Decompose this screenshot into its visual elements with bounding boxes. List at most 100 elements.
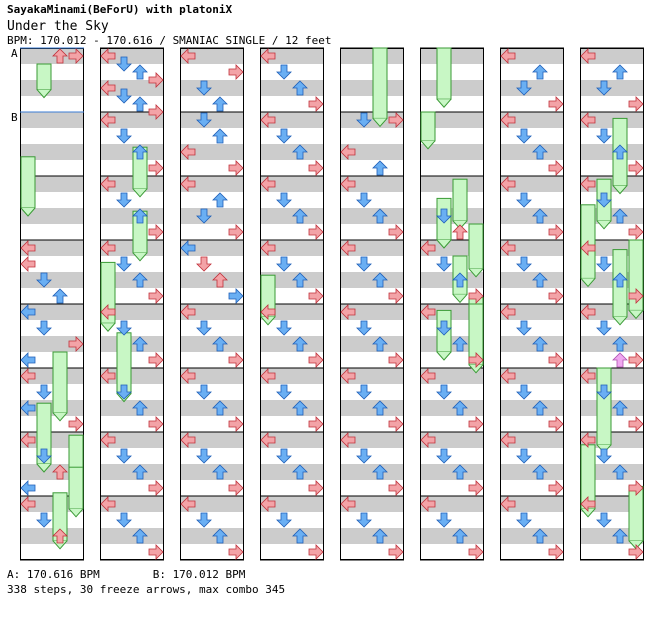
right-arrow-note — [468, 480, 484, 496]
up-arrow-note — [292, 400, 308, 416]
special-arrow-note — [612, 352, 628, 368]
lane-stripe — [340, 272, 404, 288]
right-arrow-note — [228, 416, 244, 432]
lane-stripe — [260, 144, 324, 160]
right-arrow-note — [68, 416, 84, 432]
up-arrow-note — [372, 272, 388, 288]
up-arrow-note — [532, 144, 548, 160]
up-arrow-note — [612, 208, 628, 224]
lane-stripe — [20, 80, 84, 96]
left-arrow-note — [20, 400, 36, 416]
up-arrow-note — [292, 464, 308, 480]
left-arrow-note — [420, 432, 436, 448]
lane-stripe — [340, 112, 404, 128]
right-arrow-note — [548, 288, 564, 304]
lane-stripe — [260, 400, 324, 416]
lane-stripe — [180, 464, 244, 480]
lane-stripe — [580, 304, 644, 320]
right-arrow-note — [628, 288, 644, 304]
down-arrow-note — [596, 256, 612, 272]
down-arrow-note — [436, 512, 452, 528]
left-arrow-note — [20, 304, 36, 320]
lane-stripe — [340, 464, 404, 480]
freeze-arrow — [436, 197, 452, 249]
lane-stripe — [180, 336, 244, 352]
left-arrow-note — [420, 496, 436, 512]
up-arrow-note — [372, 464, 388, 480]
up-arrow-note — [212, 336, 228, 352]
right-arrow-note — [228, 160, 244, 176]
down-arrow-note — [276, 192, 292, 208]
right-arrow-note — [68, 336, 84, 352]
lane-stripe — [420, 464, 484, 480]
left-arrow-note — [580, 304, 596, 320]
up-arrow-note — [132, 400, 148, 416]
lane-stripe — [180, 112, 244, 128]
lane-stripe — [20, 240, 84, 256]
lane-stripe — [420, 48, 484, 64]
down-arrow-note — [116, 320, 132, 336]
left-arrow-note — [180, 496, 196, 512]
down-arrow-note — [276, 512, 292, 528]
up-arrow-note — [292, 336, 308, 352]
up-arrow-note — [612, 464, 628, 480]
down-arrow-note — [116, 384, 132, 400]
lane-stripe — [20, 176, 84, 192]
down-arrow-note — [356, 256, 372, 272]
lane-stripe — [500, 176, 564, 192]
down-arrow-note — [516, 80, 532, 96]
left-arrow-note — [340, 432, 356, 448]
up-arrow-note — [532, 464, 548, 480]
right-arrow-note — [308, 416, 324, 432]
right-arrow-note — [468, 288, 484, 304]
down-arrow-note — [36, 512, 52, 528]
bpm-legend: A: 170.616 BPM B: 170.012 BPM — [7, 568, 246, 581]
up-arrow-note — [292, 80, 308, 96]
left-arrow-note — [100, 80, 116, 96]
up-arrow-note — [372, 208, 388, 224]
lane-stripe — [20, 368, 84, 384]
lane-stripe — [20, 272, 84, 288]
up-arrow-note — [532, 528, 548, 544]
lane-stripe — [420, 240, 484, 256]
left-arrow-note — [100, 304, 116, 320]
up-arrow-note — [532, 64, 548, 80]
lane-stripe — [580, 496, 644, 512]
down-arrow-note — [516, 448, 532, 464]
lane-stripe — [260, 368, 324, 384]
lane-stripe — [340, 496, 404, 512]
lane-stripe — [20, 496, 84, 512]
up-arrow-note — [532, 400, 548, 416]
up-arrow-note — [612, 272, 628, 288]
bpm-marker-B: B — [11, 111, 18, 124]
lane-stripe — [340, 304, 404, 320]
lane-stripe — [180, 368, 244, 384]
chart-column-4 — [260, 47, 324, 561]
lane-stripe — [260, 528, 324, 544]
right-arrow-note — [628, 224, 644, 240]
lane-stripe — [260, 176, 324, 192]
right-arrow-note — [148, 224, 164, 240]
right-arrow-note — [228, 224, 244, 240]
up-arrow-note — [292, 144, 308, 160]
lane-stripe — [580, 368, 644, 384]
right-arrow-note — [548, 96, 564, 112]
freeze-arrow — [420, 111, 436, 150]
right-arrow-note — [148, 72, 164, 88]
step-stats: 338 steps, 30 freeze arrows, max combo 3… — [7, 583, 286, 596]
right-arrow-note — [548, 416, 564, 432]
down-arrow-note — [356, 112, 372, 128]
lane-stripe — [500, 304, 564, 320]
lane-stripe — [340, 176, 404, 192]
chart-column-3 — [180, 47, 244, 561]
left-arrow-note — [100, 496, 116, 512]
lane-stripe — [260, 112, 324, 128]
up-arrow-note — [612, 144, 628, 160]
down-arrow-note — [196, 80, 212, 96]
lane-stripe — [420, 432, 484, 448]
left-arrow-note — [580, 496, 596, 512]
lane-stripe — [180, 144, 244, 160]
down-arrow-note — [116, 56, 132, 72]
left-arrow-note — [500, 496, 516, 512]
lane-stripe — [260, 80, 324, 96]
